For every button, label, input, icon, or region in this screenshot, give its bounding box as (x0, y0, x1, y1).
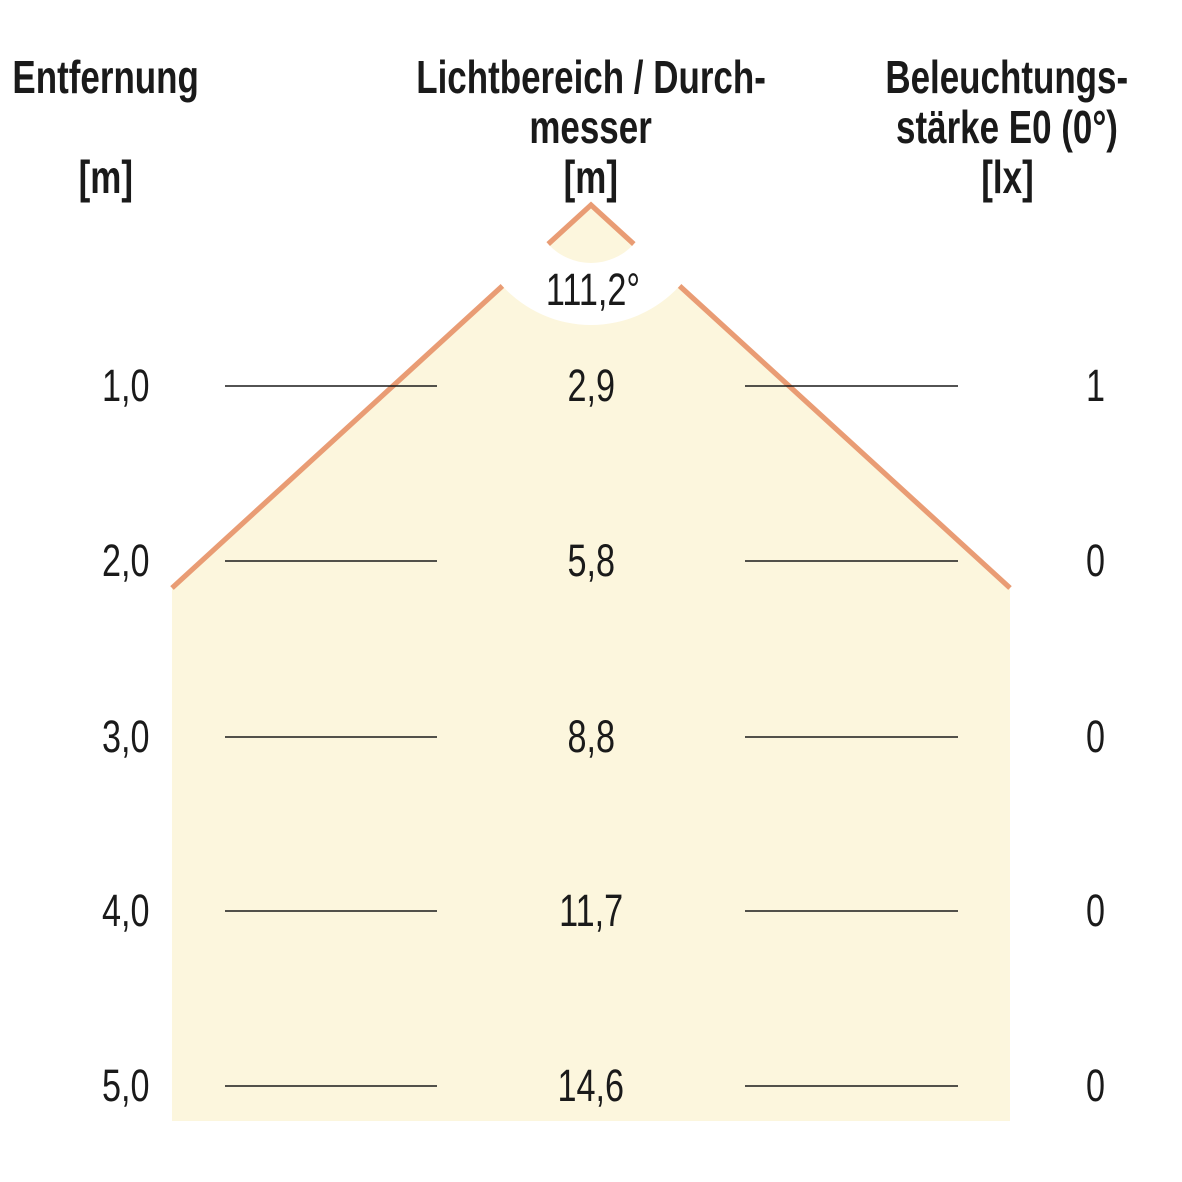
row-distance-cell: 2,0 (0, 526, 150, 596)
beam-left-edge (170, 283, 505, 590)
row-illuminance-cell: 0 (1021, 876, 1171, 946)
table-row: 3,0 8,8 0 (0, 702, 1182, 772)
row-distance-value: 1,0 (102, 360, 150, 411)
header-illuminance-unit-text: [lx] (980, 151, 1034, 203)
header-illuminance-title-line2: stärke E0 (0°) (882, 102, 1132, 152)
row-illuminance-cell: 0 (1021, 702, 1171, 772)
header-illuminance-title-line1: Beleuchtungs- (882, 52, 1132, 102)
header-diameter-unit-text: [m] (563, 151, 619, 203)
beam-right-edge (677, 283, 1012, 590)
beam-edges (170, 201, 1012, 590)
row-distance-cell: 1,0 (0, 351, 150, 421)
row-diameter-cell: 11,7 (441, 876, 741, 946)
row-illuminance-cell: 1 (1021, 351, 1171, 421)
row-illuminance-value: 0 (1086, 535, 1106, 586)
row-distance-cell: 4,0 (0, 876, 150, 946)
table-row: 2,0 5,8 0 (0, 526, 1182, 596)
row-distance-value: 2,0 (102, 535, 150, 586)
row-distance-cell: 3,0 (0, 702, 150, 772)
row-reference-lines (225, 385, 958, 1087)
header-illuminance-title-line2-text: stärke E0 (0°) (896, 101, 1118, 153)
header-diameter-title-line2-text: messer (529, 101, 653, 153)
row-diameter-cell: 8,8 (441, 702, 741, 772)
row-illuminance-value: 0 (1086, 885, 1106, 936)
header-distance-unit: [m] (0, 152, 212, 202)
table-row: 5,0 14,6 0 (0, 1051, 1182, 1121)
row-distance-value: 5,0 (102, 1060, 150, 1111)
beam-angle-label: 111,2° (468, 264, 718, 316)
table-row: 1,0 2,9 1 (0, 351, 1182, 421)
beam-apex-wedge (548, 205, 634, 263)
header-diameter-title-line1-text: Lichtbereich / Durch- (416, 51, 766, 103)
row-illuminance-cell: 0 (1021, 1051, 1171, 1121)
header-illuminance-title-line1-text: Beleuchtungs- (885, 51, 1129, 103)
row-diameter-value: 5,8 (567, 535, 615, 586)
row-diameter-cell: 5,8 (441, 526, 741, 596)
row-diameter-cell: 2,9 (441, 351, 741, 421)
beam-apex-edge (546, 201, 636, 247)
header-distance-unit-text: [m] (78, 151, 134, 203)
row-diameter-value: 8,8 (567, 711, 615, 762)
row-diameter-value: 11,7 (558, 885, 624, 936)
beam-cone-body (172, 285, 1010, 1121)
row-illuminance-value: 0 (1086, 711, 1106, 762)
row-diameter-cell: 14,6 (441, 1051, 741, 1121)
table-row: 4,0 11,7 0 (0, 876, 1182, 946)
row-distance-cell: 5,0 (0, 1051, 150, 1121)
header-illuminance-unit: [lx] (882, 152, 1132, 202)
row-illuminance-cell: 0 (1021, 526, 1171, 596)
header-distance-title-text: Entfernung (12, 51, 200, 103)
row-diameter-value: 2,9 (567, 360, 615, 411)
row-distance-value: 4,0 (102, 885, 150, 936)
row-illuminance-value: 1 (1086, 360, 1106, 411)
header-distance-title: Entfernung (0, 52, 212, 102)
row-distance-value: 3,0 (102, 711, 150, 762)
beam-angle-label-text: 111,2° (545, 264, 641, 315)
header-diameter-unit: [m] (416, 152, 766, 202)
row-illuminance-value: 0 (1086, 1060, 1106, 1111)
row-diameter-value: 14,6 (557, 1060, 625, 1111)
header-diameter-title-line1: Lichtbereich / Durch- (416, 52, 766, 102)
header-diameter-title-line2: messer (416, 102, 766, 152)
